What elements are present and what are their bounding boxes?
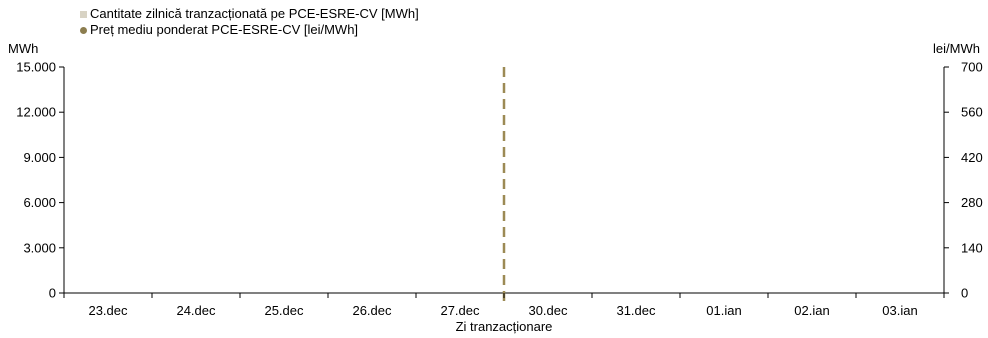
left-axis-unit: MWh [8, 41, 39, 56]
legend-item-quantity: Cantitate zilnică tranzacționată pe PCE-… [80, 6, 419, 22]
quantity-swatch-icon [80, 10, 87, 18]
right-y-tick-label: 140 [961, 240, 983, 255]
legend: Cantitate zilnică tranzacționată pe PCE-… [80, 6, 419, 38]
x-tick-label: 03.ian [882, 303, 917, 318]
right-y-tick-label: 0 [961, 286, 968, 301]
left-y-tick-label: 6.000 [23, 195, 56, 210]
x-tick-label: 25.dec [264, 303, 304, 318]
left-y-tick-label: 3.000 [23, 240, 56, 255]
left-y-tick-label: 0 [49, 286, 56, 301]
x-tick-label: 30.dec [528, 303, 568, 318]
right-axis-unit: lei/MWh [933, 41, 980, 56]
x-tick-label: 02.ian [794, 303, 829, 318]
x-tick-label: 26.dec [352, 303, 392, 318]
left-y-tick-label: 9.000 [23, 150, 56, 165]
left-y-tick-label: 12.000 [16, 105, 56, 120]
right-y-tick-label: 700 [961, 60, 983, 75]
left-y-tick-label: 15.000 [16, 60, 56, 75]
x-tick-label: 23.dec [88, 303, 128, 318]
legend-label-price: Preț mediu ponderat PCE-ESRE-CV [lei/MWh… [90, 22, 359, 37]
x-tick-label: 31.dec [616, 303, 656, 318]
legend-item-price: Preț mediu ponderat PCE-ESRE-CV [lei/MWh… [80, 22, 419, 38]
right-y-tick-label: 420 [961, 150, 983, 165]
x-tick-label: 01.ian [706, 303, 741, 318]
price-dot-icon [80, 26, 87, 34]
right-y-tick-label: 280 [961, 195, 983, 210]
x-tick-label: 24.dec [176, 303, 216, 318]
legend-label-quantity: Cantitate zilnică tranzacționată pe PCE-… [90, 6, 419, 21]
x-tick-label: 27.dec [440, 303, 480, 318]
x-axis-title: Zi tranzacționare [456, 319, 553, 334]
right-y-tick-label: 560 [961, 105, 983, 120]
